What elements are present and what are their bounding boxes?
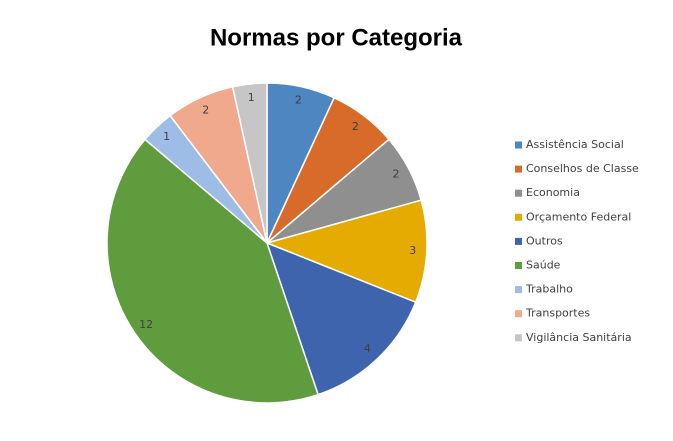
data-label: 1 [163, 130, 170, 143]
data-label: 4 [364, 342, 371, 355]
legend-swatch [515, 286, 522, 294]
data-label: 2 [202, 103, 209, 116]
legend-swatch [515, 237, 522, 245]
data-label: 2 [392, 168, 399, 181]
legend-label: Orçamento Federal [526, 210, 631, 223]
legend-label: Vigilância Sanitária [526, 331, 632, 344]
legend-swatch [515, 262, 522, 269]
pie-slice [106, 138, 320, 404]
legend-label: Assistência Social [526, 138, 624, 151]
legend-label: Saúde [526, 259, 561, 272]
legend-swatch [515, 334, 522, 342]
data-label: 2 [352, 120, 359, 133]
chart-title: Normas por Categoria [210, 24, 463, 51]
legend-label: Economia [526, 186, 580, 199]
data-label: 1 [248, 91, 255, 104]
data-label: 3 [409, 244, 416, 257]
pie-slice [264, 199, 428, 304]
legend-label: Transportes [525, 307, 590, 320]
data-label: 12 [139, 318, 153, 331]
pie-slice [231, 82, 268, 244]
legend-label: Conselhos de Classe [526, 162, 639, 175]
pie-slice [265, 241, 417, 396]
legend-label: Outros [526, 234, 563, 247]
legend-label: Trabalho [525, 283, 573, 296]
legend-swatch [515, 141, 522, 149]
legend-swatch [515, 189, 522, 197]
data-label: 2 [295, 93, 302, 106]
legend-swatch [515, 310, 522, 318]
legend-swatch [515, 165, 522, 173]
legend-swatch [515, 213, 522, 221]
